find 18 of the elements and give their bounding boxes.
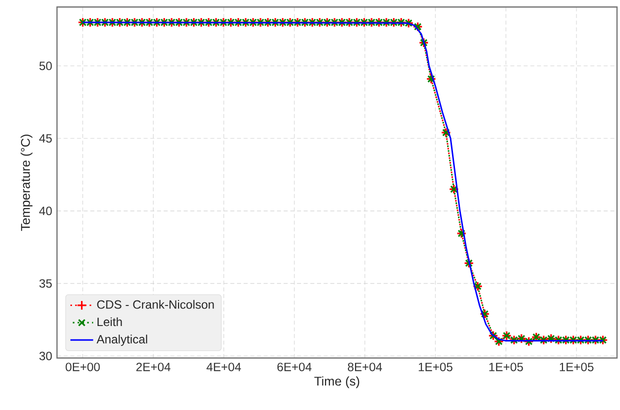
legend-label: Analytical	[96, 334, 148, 346]
x-axis-title: Time (s)	[314, 376, 360, 388]
x-tick-label: 0E+00	[66, 362, 100, 372]
x-tick-label: 6E+04	[277, 362, 312, 372]
y-tick-label: 45	[39, 134, 52, 143]
x-tick-label: 4E+04	[206, 362, 241, 372]
legend-label: CDS - Crank-Nicolson	[97, 300, 214, 309]
y-tick-label: 35	[39, 279, 52, 288]
y-tick-label: 40	[39, 206, 52, 216]
y-tick-label: 50	[39, 62, 52, 70]
y-axis-title: Temperature (°C)	[20, 134, 32, 231]
legend-label: Leith	[98, 317, 122, 326]
x-tick-label: 1E+05	[560, 362, 594, 372]
y-tick-label: 30	[39, 352, 52, 360]
x-tick-label: 1E+05	[489, 362, 523, 372]
x-tick-label: 8E+04	[348, 362, 382, 372]
x-tick-label: 1E+05	[418, 362, 452, 372]
x-tick-label: 2E+04	[136, 362, 170, 372]
